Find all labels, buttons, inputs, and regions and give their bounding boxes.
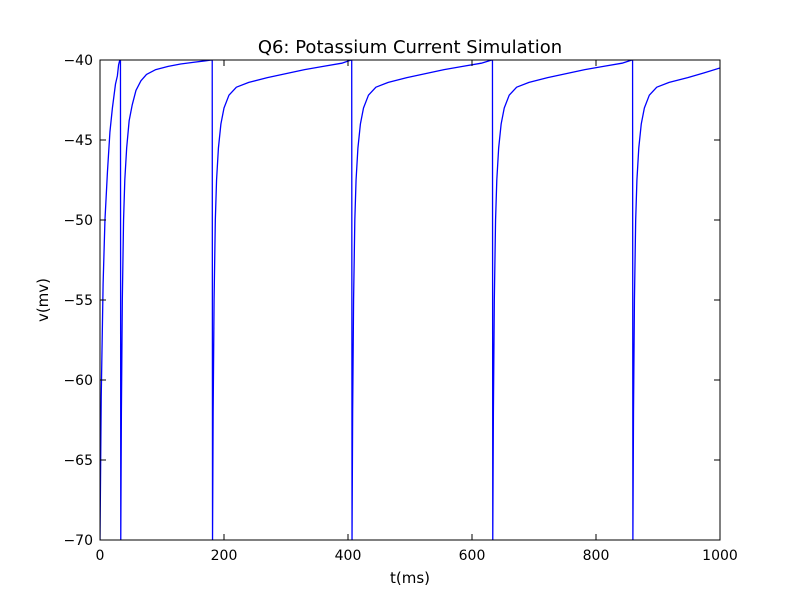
y-tick-label: −50 <box>63 213 93 229</box>
x-axis-label: t(ms) <box>390 569 430 587</box>
series-line-0 <box>100 60 720 540</box>
axis-ticks: 0 200 400 600 800 1000 −70 −65 −60 −55 −50 −45 −40 <box>63 53 737 564</box>
y-axis-label: v(mv) <box>34 278 52 322</box>
y-tick-label: −70 <box>63 533 93 549</box>
x-tick-label: 200 <box>211 548 238 564</box>
y-tick-label: −60 <box>63 373 93 389</box>
x-tick-label: 600 <box>459 548 486 564</box>
x-tick-label: 400 <box>335 548 362 564</box>
plot-area <box>100 60 720 540</box>
x-tick-label: 0 <box>96 548 105 564</box>
y-tick-label: −40 <box>63 53 93 69</box>
y-tick-label: −55 <box>63 293 93 309</box>
plot-frame <box>99 59 721 541</box>
x-tick-label: 800 <box>583 548 610 564</box>
chart-title: Q6: Potassium Current Simulation <box>258 37 562 58</box>
y-tick-label: −45 <box>63 133 93 149</box>
y-tick-label: −65 <box>63 453 93 469</box>
x-tick-label: 1000 <box>702 548 738 564</box>
